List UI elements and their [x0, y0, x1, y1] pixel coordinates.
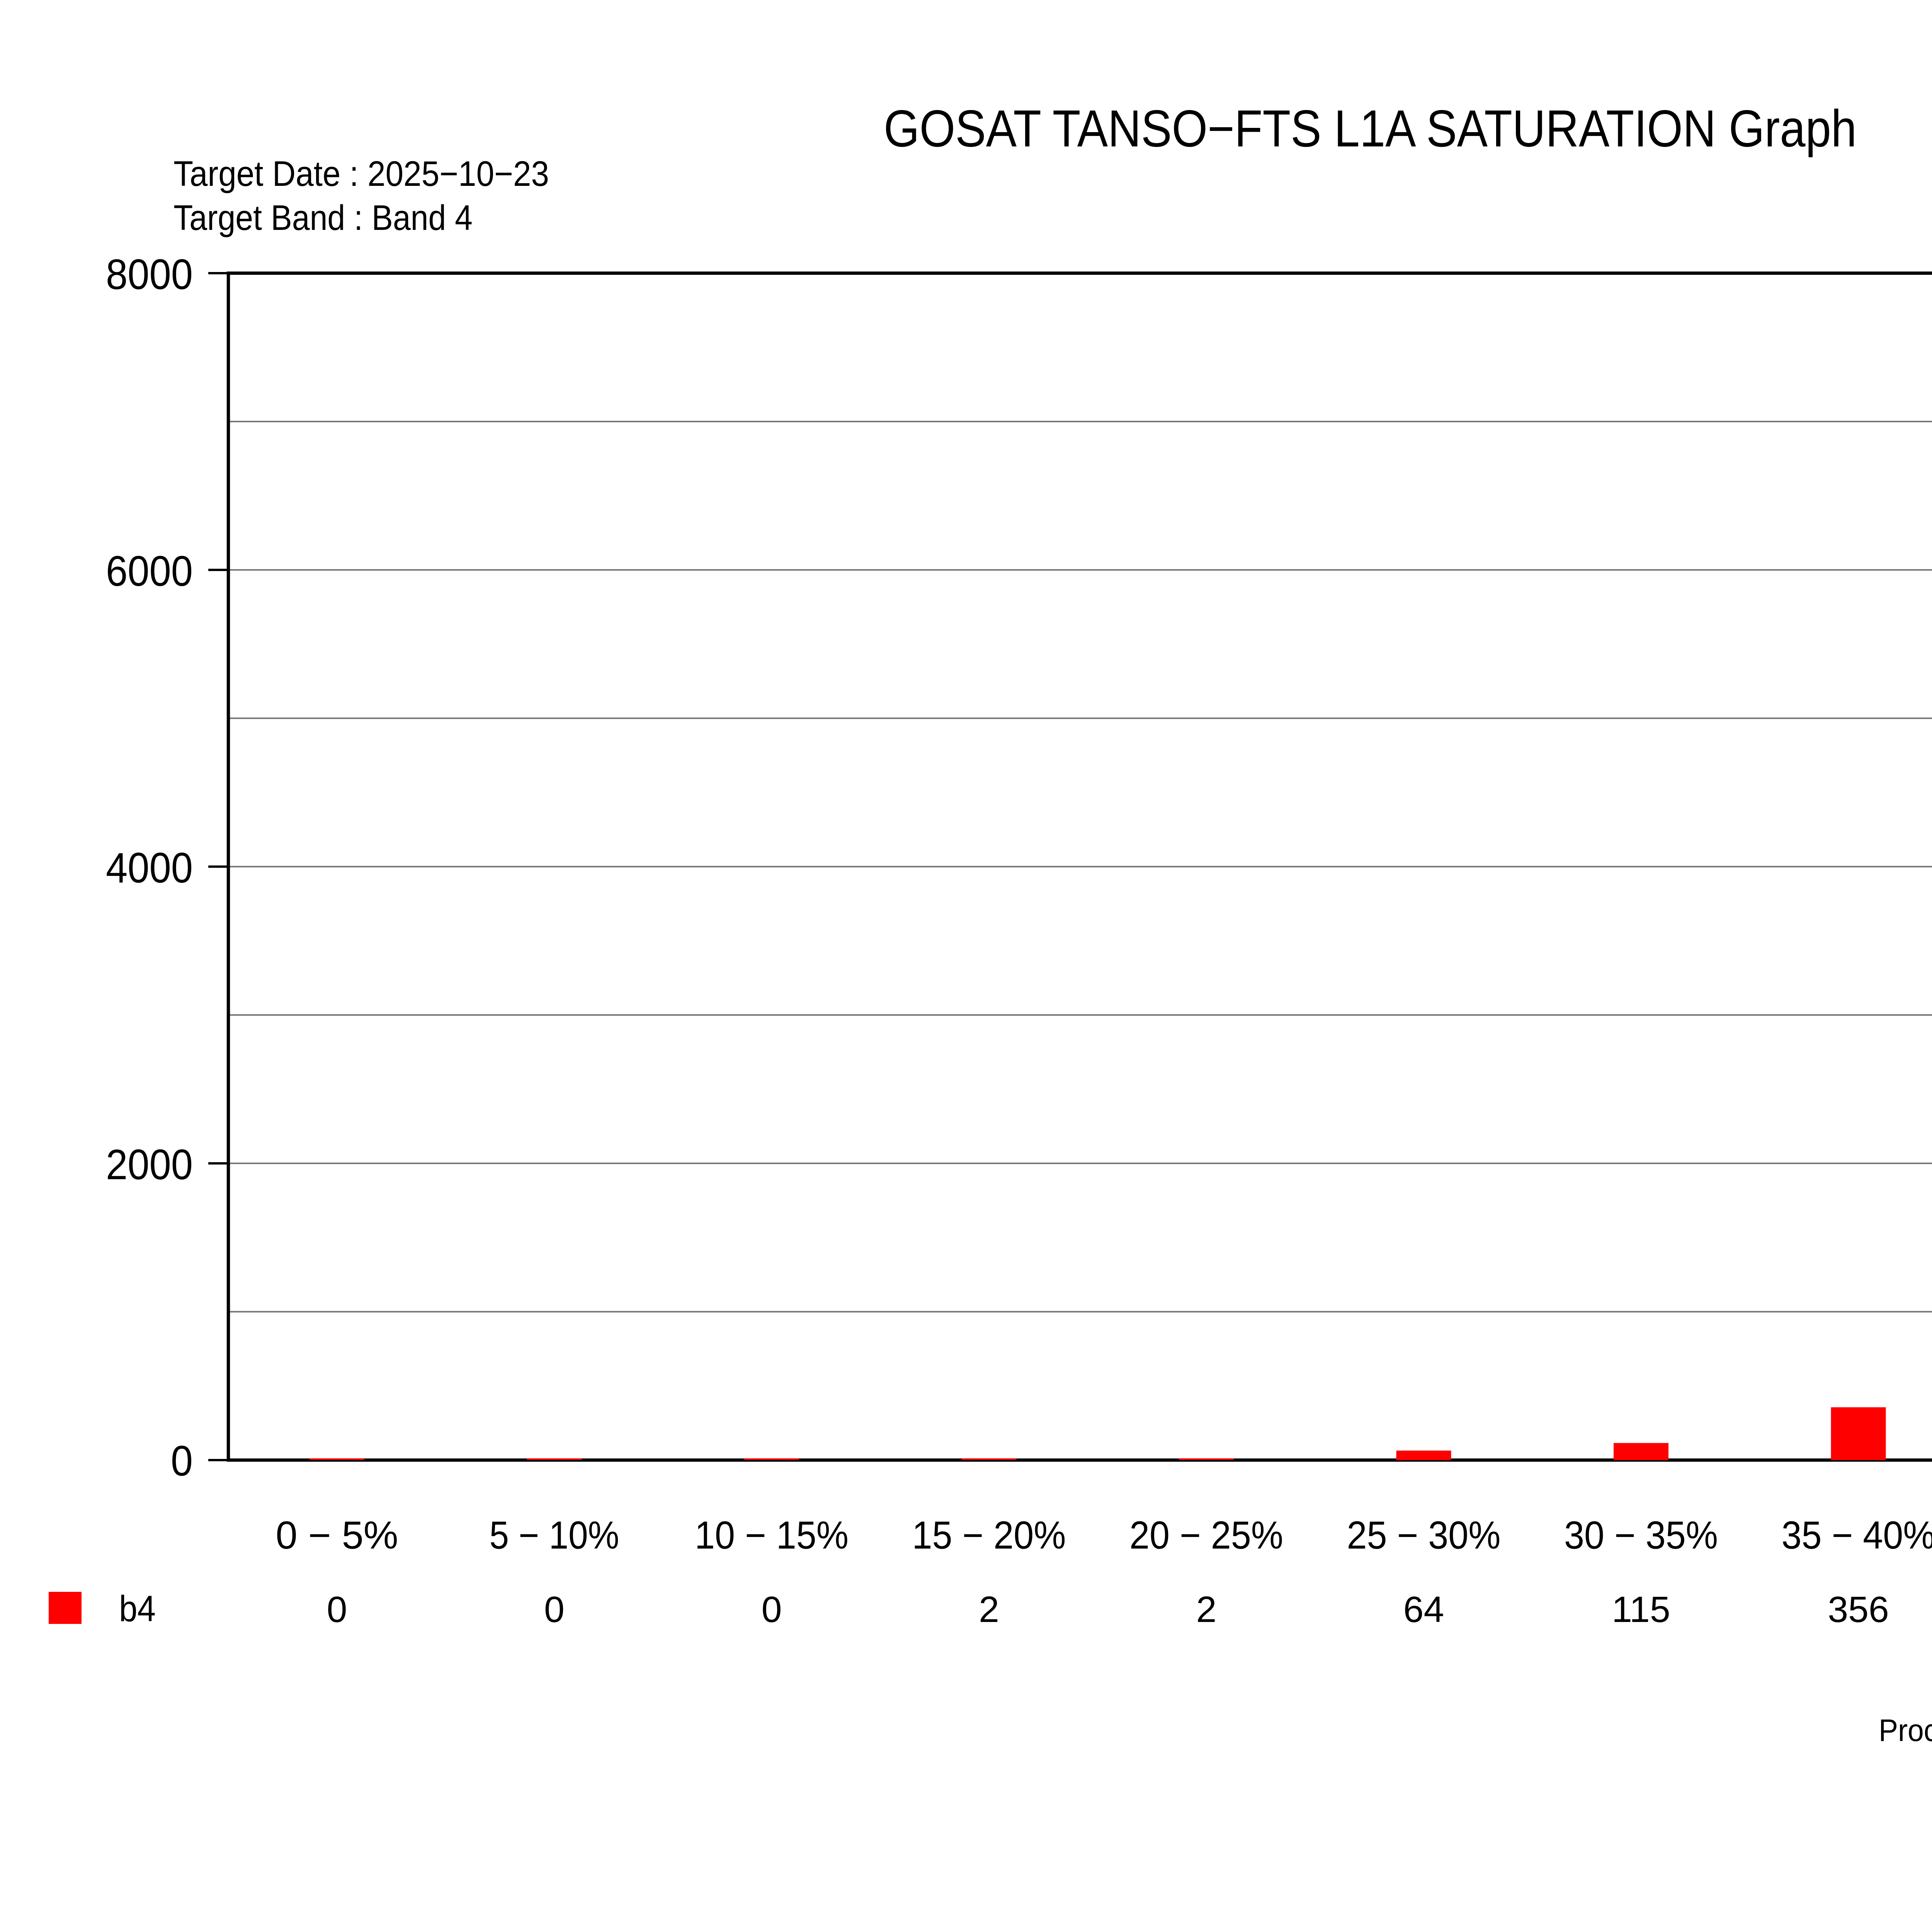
svg-text:115: 115 [1612, 1589, 1670, 1630]
svg-text:0 − 5%: 0 − 5% [276, 1514, 398, 1557]
svg-text:30 − 35%: 30 − 35% [1564, 1514, 1718, 1557]
svg-text:20 − 25%: 20 − 25% [1129, 1514, 1283, 1557]
svg-text:4000: 4000 [106, 844, 193, 892]
svg-text:0: 0 [762, 1589, 782, 1630]
svg-text:10 − 15%: 10 − 15% [695, 1514, 849, 1557]
svg-text:8000: 8000 [106, 251, 193, 298]
svg-text:b4: b4 [119, 1588, 156, 1629]
svg-text:Target Band : Band 4: Target Band : Band 4 [173, 198, 473, 238]
svg-text:64: 64 [1403, 1589, 1444, 1630]
svg-text:2: 2 [1196, 1589, 1217, 1630]
svg-text:0: 0 [544, 1589, 565, 1630]
svg-text:356: 356 [1828, 1589, 1889, 1630]
svg-text:Processed by JAXA/EORC at 2025: Processed by JAXA/EORC at 2025−10−25 08:… [1879, 1713, 1932, 1748]
svg-text:GOSAT TANSO−FTS L1A SATURATION: GOSAT TANSO−FTS L1A SATURATION Graph [884, 99, 1857, 158]
svg-text:Target Date : 2025−10−23: Target Date : 2025−10−23 [173, 154, 549, 194]
svg-text:15 − 20%: 15 − 20% [912, 1514, 1066, 1557]
svg-text:0: 0 [171, 1437, 193, 1485]
svg-text:2: 2 [979, 1589, 999, 1630]
svg-text:6000: 6000 [106, 547, 193, 595]
svg-text:35 − 40%: 35 − 40% [1782, 1514, 1932, 1557]
svg-text:5 − 10%: 5 − 10% [490, 1514, 619, 1557]
svg-text:2000: 2000 [106, 1141, 193, 1188]
svg-text:0: 0 [327, 1589, 347, 1630]
svg-text:25 − 30%: 25 − 30% [1347, 1514, 1501, 1557]
